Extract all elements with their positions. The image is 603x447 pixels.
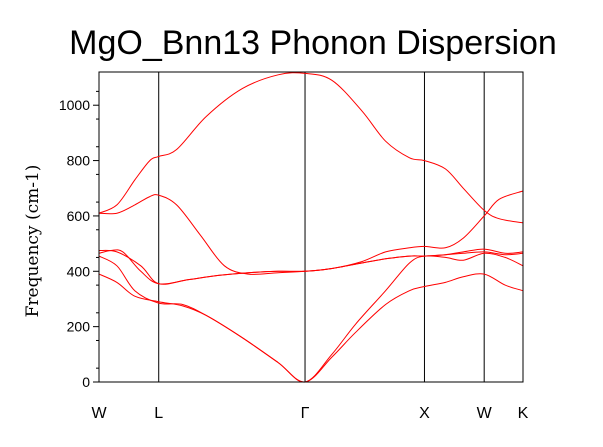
band-2 (98, 190, 524, 275)
band-5 (98, 252, 524, 383)
y-axis: 0 200 400 600 800 1000 (59, 90, 99, 390)
kpoint-label: K (518, 405, 529, 422)
y-tick-label: 200 (67, 319, 91, 335)
kpoint-lines (158, 72, 485, 382)
y-tick-label: 0 (82, 374, 90, 390)
kpoint-label: Γ (301, 405, 310, 422)
y-tick-label: 600 (67, 208, 91, 224)
band-6 (98, 273, 524, 383)
band-3 (98, 248, 524, 285)
kpoint-label: L (154, 405, 163, 422)
y-tick-label: 400 (67, 263, 91, 279)
band-1 (98, 72, 524, 224)
y-axis-label: Frequency (cm-1) (23, 165, 43, 318)
chart-title: MgO_Bnn13 Phonon Dispersion (69, 24, 557, 62)
band-4 (98, 249, 524, 285)
phonon-bands (98, 72, 524, 383)
kpoint-label: X (419, 405, 430, 422)
y-tick-label: 1000 (59, 97, 90, 113)
kpoint-label: W (91, 405, 107, 422)
kpoint-label: W (477, 405, 493, 422)
y-tick-label: 800 (67, 153, 91, 169)
plot-frame (98, 71, 524, 383)
